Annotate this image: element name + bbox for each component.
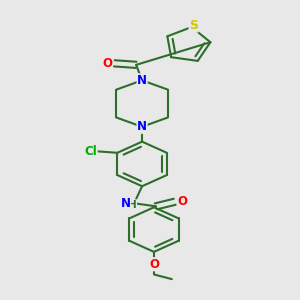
Text: O: O (149, 258, 159, 271)
Text: H: H (128, 200, 136, 210)
Text: N: N (137, 120, 147, 133)
Text: N: N (137, 74, 147, 87)
Text: Cl: Cl (84, 145, 97, 158)
Text: O: O (102, 57, 112, 70)
Text: N: N (120, 197, 130, 210)
Text: O: O (177, 195, 187, 208)
Text: S: S (189, 19, 198, 32)
